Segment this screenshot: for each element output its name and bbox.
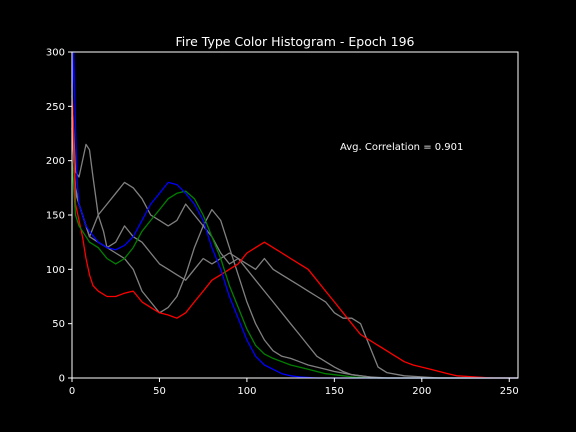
x-tick-label: 100 <box>237 386 256 397</box>
x-tick-label: 50 <box>153 386 166 397</box>
series-line-red-3 <box>71 84 518 379</box>
y-tick-label: 250 <box>46 102 65 113</box>
y-axis: 0 50 100 150 200 250 300 <box>46 48 72 385</box>
y-tick-label: 50 <box>52 319 65 330</box>
correlation-annotation: Avg. Correlation = 0.901 <box>340 142 463 153</box>
x-tick-label: 150 <box>325 386 344 397</box>
x-tick-label: 200 <box>412 386 431 397</box>
x-axis: 0 50 100 150 200 250 <box>69 378 519 397</box>
series-line-blue-5 <box>71 51 518 379</box>
series-layer <box>71 51 518 379</box>
x-tick-label: 250 <box>500 386 519 397</box>
x-tick-label: 0 <box>69 386 75 397</box>
y-tick-label: 150 <box>46 211 65 222</box>
chart-title: Fire Type Color Histogram - Epoch 196 <box>176 34 415 49</box>
y-tick-label: 200 <box>46 156 65 167</box>
y-tick-label: 0 <box>59 374 65 385</box>
y-tick-label: 300 <box>46 48 65 59</box>
y-tick-label: 100 <box>46 265 65 276</box>
series-line-green-4 <box>71 160 518 379</box>
